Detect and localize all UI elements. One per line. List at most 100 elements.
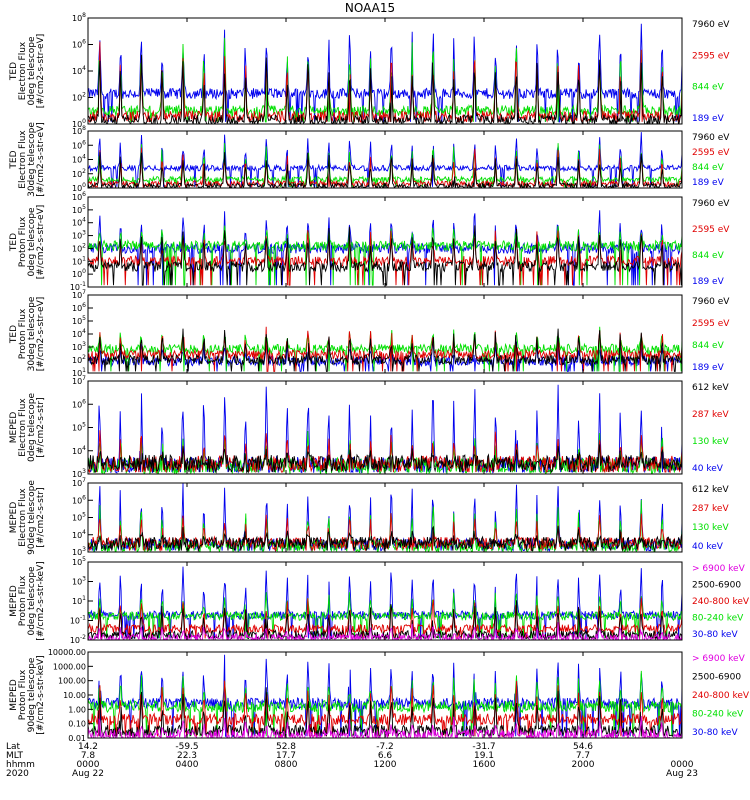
y-tick-label: 107 bbox=[72, 477, 86, 488]
legend-entry: 2500-6900 bbox=[692, 581, 741, 591]
y-tick-label: 100 bbox=[72, 182, 86, 193]
y-tick-label: 104 bbox=[72, 65, 86, 76]
legend-entry: 7960 eV bbox=[692, 297, 730, 307]
legend-entry: 612 keV bbox=[692, 383, 729, 393]
axis-value: 54.6 bbox=[573, 742, 593, 752]
legend-entry: 80-240 keV bbox=[692, 614, 744, 624]
y-tick-label: 0.10 bbox=[68, 720, 86, 729]
series-80-240-kev bbox=[88, 592, 682, 639]
y-tick-label: 104 bbox=[72, 154, 86, 165]
y-tick-label: 105 bbox=[72, 512, 86, 523]
y-tick-label: 106 bbox=[72, 398, 86, 409]
axis-value: 1200 bbox=[374, 760, 397, 770]
legend-entry: 40 keV bbox=[692, 464, 724, 474]
y-tick-label: 106 bbox=[72, 191, 86, 202]
axis-value: 17.7 bbox=[276, 751, 296, 761]
series-844-ev bbox=[88, 37, 682, 123]
legend-entry: 2595 eV bbox=[692, 51, 730, 61]
legend-entry: 189 eV bbox=[692, 114, 725, 124]
y-tick-label: 104 bbox=[72, 217, 86, 228]
legend-entry: 844 eV bbox=[692, 83, 725, 93]
y-tick-label: 102 bbox=[72, 92, 86, 103]
axis-value: 7.7 bbox=[576, 751, 590, 761]
legend-entry: > 6900 keV bbox=[692, 564, 746, 574]
axis-value: -59.5 bbox=[175, 742, 198, 752]
axis-value: 0000 bbox=[77, 760, 100, 770]
series-844-ev bbox=[88, 225, 682, 286]
series-844-ev bbox=[88, 326, 682, 372]
panel-1: 100 102 104 106 108 TEDElectron Flux0deg tele… bbox=[9, 12, 730, 129]
y-tick-label: 106 bbox=[72, 302, 86, 313]
axis-row-label: 2020 bbox=[6, 769, 29, 779]
panel-1-series bbox=[88, 23, 682, 124]
series-189-ev bbox=[88, 132, 682, 188]
panel-ylabel: MEPEDProton Flux90deg telescope[#/cm2-s-… bbox=[9, 655, 46, 734]
axis-value: 1600 bbox=[473, 760, 496, 770]
y-tick-label: 107 bbox=[72, 375, 86, 386]
axis-value: 52.8 bbox=[276, 742, 296, 752]
axis-row-label: hhmm bbox=[6, 760, 35, 770]
legend-entry: 240-800 keV bbox=[692, 691, 750, 701]
panel-ylabel: TEDElectron Flux0deg telescope[#/cm2-s-s… bbox=[9, 34, 46, 109]
panel-ylabel: TEDProton Flux0deg telescope[#/cm2-s-str… bbox=[9, 205, 46, 280]
panel-6-series bbox=[88, 483, 682, 552]
panel-ylabel: MEPEDProton Flux0deg telescope[#/cm2-s-s… bbox=[9, 561, 46, 640]
legend-entry: 189 eV bbox=[692, 178, 725, 188]
y-tick-label: 103 bbox=[72, 576, 86, 587]
panel-ylabel: TEDElectron Flux30deg telescope[#/cm2-s-… bbox=[9, 122, 46, 197]
series-7960-ev bbox=[88, 225, 682, 286]
legend-entry: 612 keV bbox=[692, 485, 729, 495]
axis-value: 22.3 bbox=[177, 751, 197, 761]
axis-value: Aug 22 bbox=[72, 769, 104, 779]
legend-entry: 189 eV bbox=[692, 363, 725, 373]
y-tick-label: 10-1 bbox=[70, 281, 86, 292]
series-2595-ev bbox=[88, 230, 682, 286]
legend-entry: 844 eV bbox=[692, 341, 725, 351]
y-tick-label: 0.01 bbox=[68, 734, 86, 743]
panel-4: 101 102 103 104 105 106 107 TEDProton Flux30deg… bbox=[9, 289, 730, 378]
legend-entry: 7960 eV bbox=[692, 133, 730, 143]
y-tick-label: 107 bbox=[72, 289, 86, 300]
y-tick-label: 103 bbox=[72, 230, 86, 241]
y-tick-label: 10.00 bbox=[63, 691, 86, 700]
axis-value: -7.2 bbox=[376, 742, 394, 752]
y-tick-label: 108 bbox=[72, 12, 86, 23]
y-tick-label: 10000.00 bbox=[48, 648, 86, 657]
series-2500-6900 bbox=[88, 600, 682, 640]
panel-4-series bbox=[88, 326, 682, 372]
panel-ylabel: MEPEDElectron Flux0deg telescope[#/cm2-s… bbox=[9, 393, 46, 463]
y-tick-label: 105 bbox=[72, 204, 86, 215]
panel-2: 100 102 104 106 108 TEDElectron Flux30deg tel… bbox=[9, 122, 730, 197]
y-tick-label: 106 bbox=[72, 139, 86, 150]
y-tick-label: 101 bbox=[72, 367, 86, 378]
panel-8-series bbox=[88, 654, 682, 738]
y-tick-label: 106 bbox=[72, 494, 86, 505]
y-tick-label: 10-2 bbox=[70, 634, 86, 645]
y-tick-label: 103 bbox=[72, 468, 86, 479]
axis-value: 0400 bbox=[176, 760, 199, 770]
legend-entry: 287 keV bbox=[692, 504, 729, 514]
series-80-240-kev bbox=[88, 670, 682, 737]
legend-entry: 7960 eV bbox=[692, 199, 730, 209]
axis-value: Aug 23 bbox=[666, 769, 698, 779]
y-tick-label: 104 bbox=[72, 328, 86, 339]
y-tick-label: 102 bbox=[72, 168, 86, 179]
y-tick-label: 103 bbox=[72, 546, 86, 557]
panel-7: 10-2 10-1 101 103 105 MEPEDProton Flux0deg te… bbox=[9, 556, 750, 645]
legend-entry: 30-80 keV bbox=[692, 728, 738, 738]
y-tick-label: 100 bbox=[72, 118, 86, 129]
axis-value: 19.1 bbox=[474, 751, 494, 761]
series-189-ev bbox=[88, 23, 682, 123]
legend-entry: 844 eV bbox=[692, 163, 725, 173]
y-tick-label: 101 bbox=[72, 595, 86, 606]
axis-value: 14.2 bbox=[78, 742, 98, 752]
series-130-kev bbox=[88, 430, 682, 474]
legend-entry: 40 keV bbox=[692, 542, 724, 552]
legend-entry: 130 keV bbox=[692, 523, 729, 533]
panel-2-series bbox=[88, 132, 682, 188]
panel-frame bbox=[87, 17, 683, 125]
panel-7-series bbox=[88, 566, 682, 640]
y-tick-label: 106 bbox=[72, 39, 86, 50]
series-30-80-kev bbox=[88, 654, 682, 737]
